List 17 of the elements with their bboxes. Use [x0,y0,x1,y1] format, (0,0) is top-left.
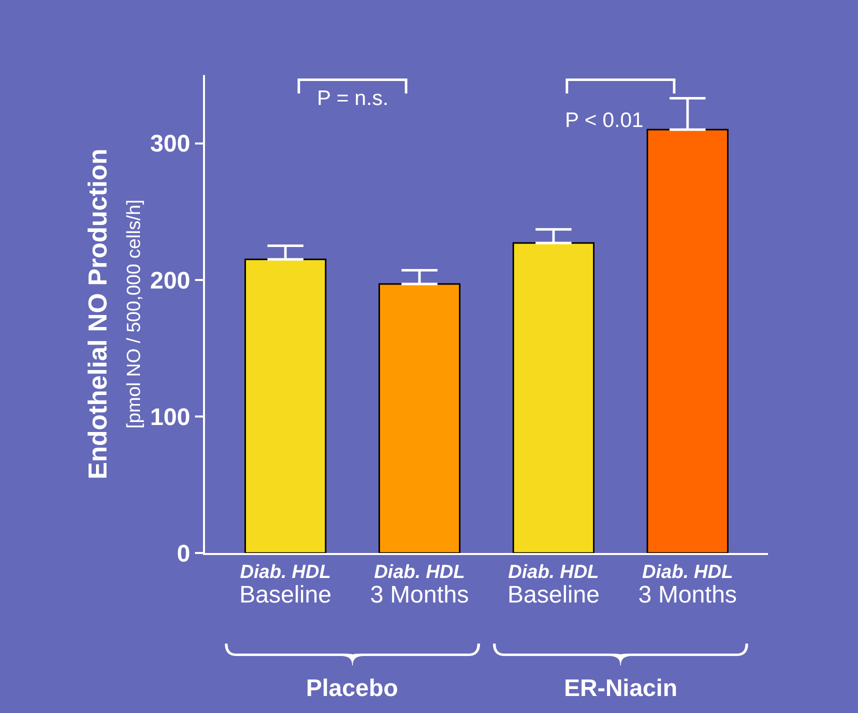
bar [646,128,729,553]
text: ER-Niacin [564,675,678,702]
x-tick-label: Diab. HDL 3 Months [638,562,737,608]
y-axis-title: Endothelial NO Production [pmol NO / 500,000 cells/h] [82,148,146,480]
y-tick-label: 100 [150,404,190,431]
annotation: P = n.s. [317,87,388,110]
text: Placebo [306,675,398,702]
bar [244,258,326,553]
y-tick-label: 200 [150,267,190,294]
bar [512,242,594,553]
annotation: P < 0.01 [565,109,644,132]
x-tick-label: Diab. HDL 3 Months [370,562,469,608]
x-tick-label: Diab. HDL Baseline [507,562,600,608]
bar [378,283,460,553]
y-tick-label: 0 [176,540,190,568]
x-tick-label: Diab. HDL Baseline [239,562,332,608]
y-tick-label: 300 [150,130,190,158]
